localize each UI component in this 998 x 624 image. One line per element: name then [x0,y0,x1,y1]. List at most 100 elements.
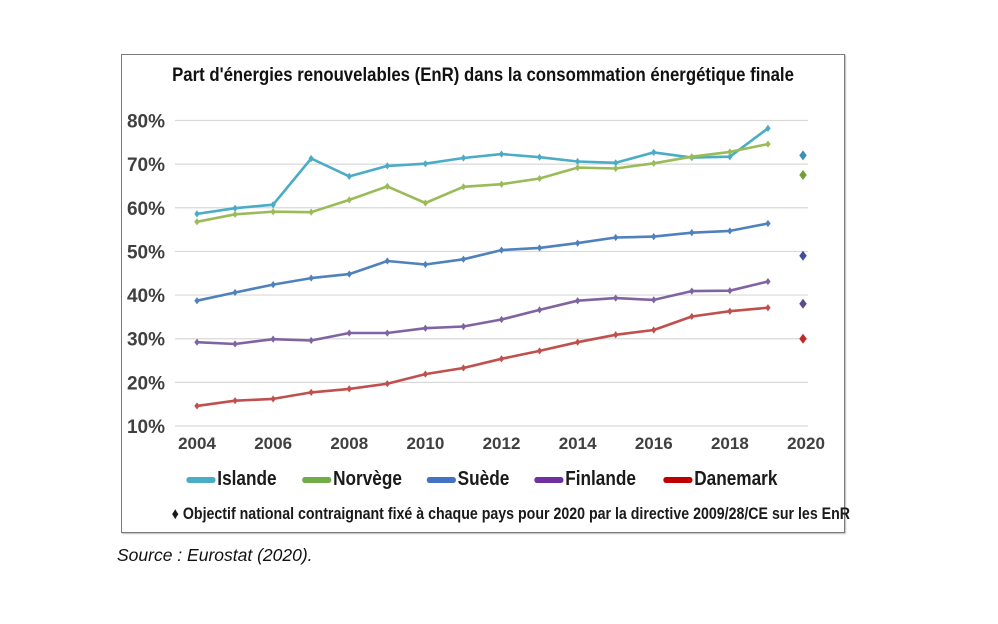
data-point-danemark [536,347,543,355]
chart-title: Part d'énergies renouvelables (EnR) dans… [172,64,794,86]
legend-label: Islande [217,468,277,490]
data-point-finlande [308,336,314,345]
series-line-islande [196,127,769,216]
legend-label: Norvège [333,468,402,490]
data-point-suede [270,280,276,289]
data-point-danemark [346,385,352,393]
legend-item-islande: Islande [186,468,277,491]
data-point-islande [232,204,238,212]
data-point-finlande [574,297,581,305]
data-point-suede [232,288,238,297]
legend-item-norvege: Norvège [302,468,402,491]
data-point-islande [346,172,352,180]
data-point-finlande [651,296,657,304]
data-point-norvege [232,210,238,218]
legend-swatch-finlande [534,476,564,483]
target-marker-finlande [799,298,807,309]
x-tick-label: 2006 [254,434,292,453]
data-point-finlande [765,277,771,286]
data-point-finlande [384,329,391,337]
data-point-suede [384,257,391,265]
data-point-finlande [346,329,352,337]
target-footnote: ♦ Objectif national contraignant fixé à … [171,505,851,523]
data-point-suede [765,219,771,228]
legend-swatch-islande [186,476,216,483]
data-point-islande [765,124,771,132]
legend-label: Danemark [694,468,778,490]
data-point-norvege [612,164,619,173]
data-point-suede [536,244,543,252]
data-point-suede [689,229,695,237]
data-point-islande [574,157,581,166]
data-point-finlande [536,306,543,314]
y-tick-label: 50% [127,242,165,263]
legend-item-danemark: Danemark [663,468,778,491]
data-point-norvege [727,148,733,156]
data-point-suede [727,227,733,235]
data-point-islande [384,162,391,170]
data-point-norvege [574,164,581,172]
data-point-danemark [384,380,391,388]
x-tick-label: 2004 [178,434,216,453]
data-point-danemark [765,304,771,312]
data-point-norvege [270,208,276,216]
data-point-danemark [612,331,619,339]
data-point-suede [574,239,581,247]
x-tick-label: 2016 [635,434,673,453]
data-point-norvege [498,180,505,188]
data-point-islande [651,148,657,156]
legend-item-suede: Suède [426,468,509,491]
target-marker-islande [799,150,807,161]
legend-swatch-norvege [302,476,332,483]
data-point-norvege [460,183,467,191]
data-point-finlande [460,322,467,331]
chart-frame [121,54,845,533]
y-tick-label: 20% [127,373,165,394]
data-point-norvege [194,218,200,226]
data-point-danemark [460,364,467,372]
data-point-danemark [574,338,581,346]
target-marker-suede [799,250,807,261]
y-tick-label: 60% [127,199,165,220]
data-point-danemark [270,395,276,403]
data-point-finlande [232,340,238,348]
legend-swatch-danemark [663,476,693,483]
data-point-norvege [422,199,429,207]
x-tick-label: 2014 [559,434,597,453]
data-point-norvege [536,174,543,183]
y-tick-label: 80% [127,112,165,133]
data-point-finlande [689,287,695,295]
data-point-islande [308,154,314,163]
x-tick-label: 2012 [483,434,521,453]
x-tick-label: 2010 [406,434,444,453]
data-point-islande [727,153,733,161]
data-point-norvege [765,140,771,148]
data-point-danemark [308,388,314,396]
data-point-suede [194,297,200,305]
data-point-danemark [689,312,695,321]
data-point-islande [194,210,200,218]
target-marker-danemark [799,333,807,344]
data-point-suede [651,232,657,241]
y-tick-label: 30% [127,330,165,351]
data-point-suede [460,255,467,263]
legend-label: Finlande [565,468,636,490]
legend-swatch-suede [426,476,456,483]
y-tick-label: 70% [127,155,165,176]
data-point-norvege [384,182,391,191]
data-point-suede [612,233,619,242]
data-point-suede [498,246,505,254]
series-line-danemark [196,306,769,408]
data-point-suede [308,274,314,282]
data-point-danemark [651,326,657,334]
data-point-islande [270,201,276,209]
x-tick-label: 2020 [787,434,825,453]
legend-item-finlande: Finlande [534,468,636,491]
data-point-islande [536,153,543,161]
data-point-finlande [270,335,276,343]
legend: Islande Norvège Suède Finlande Danemark [121,468,845,491]
data-point-finlande [612,294,619,302]
data-point-danemark [232,397,238,405]
data-point-danemark [498,355,505,363]
